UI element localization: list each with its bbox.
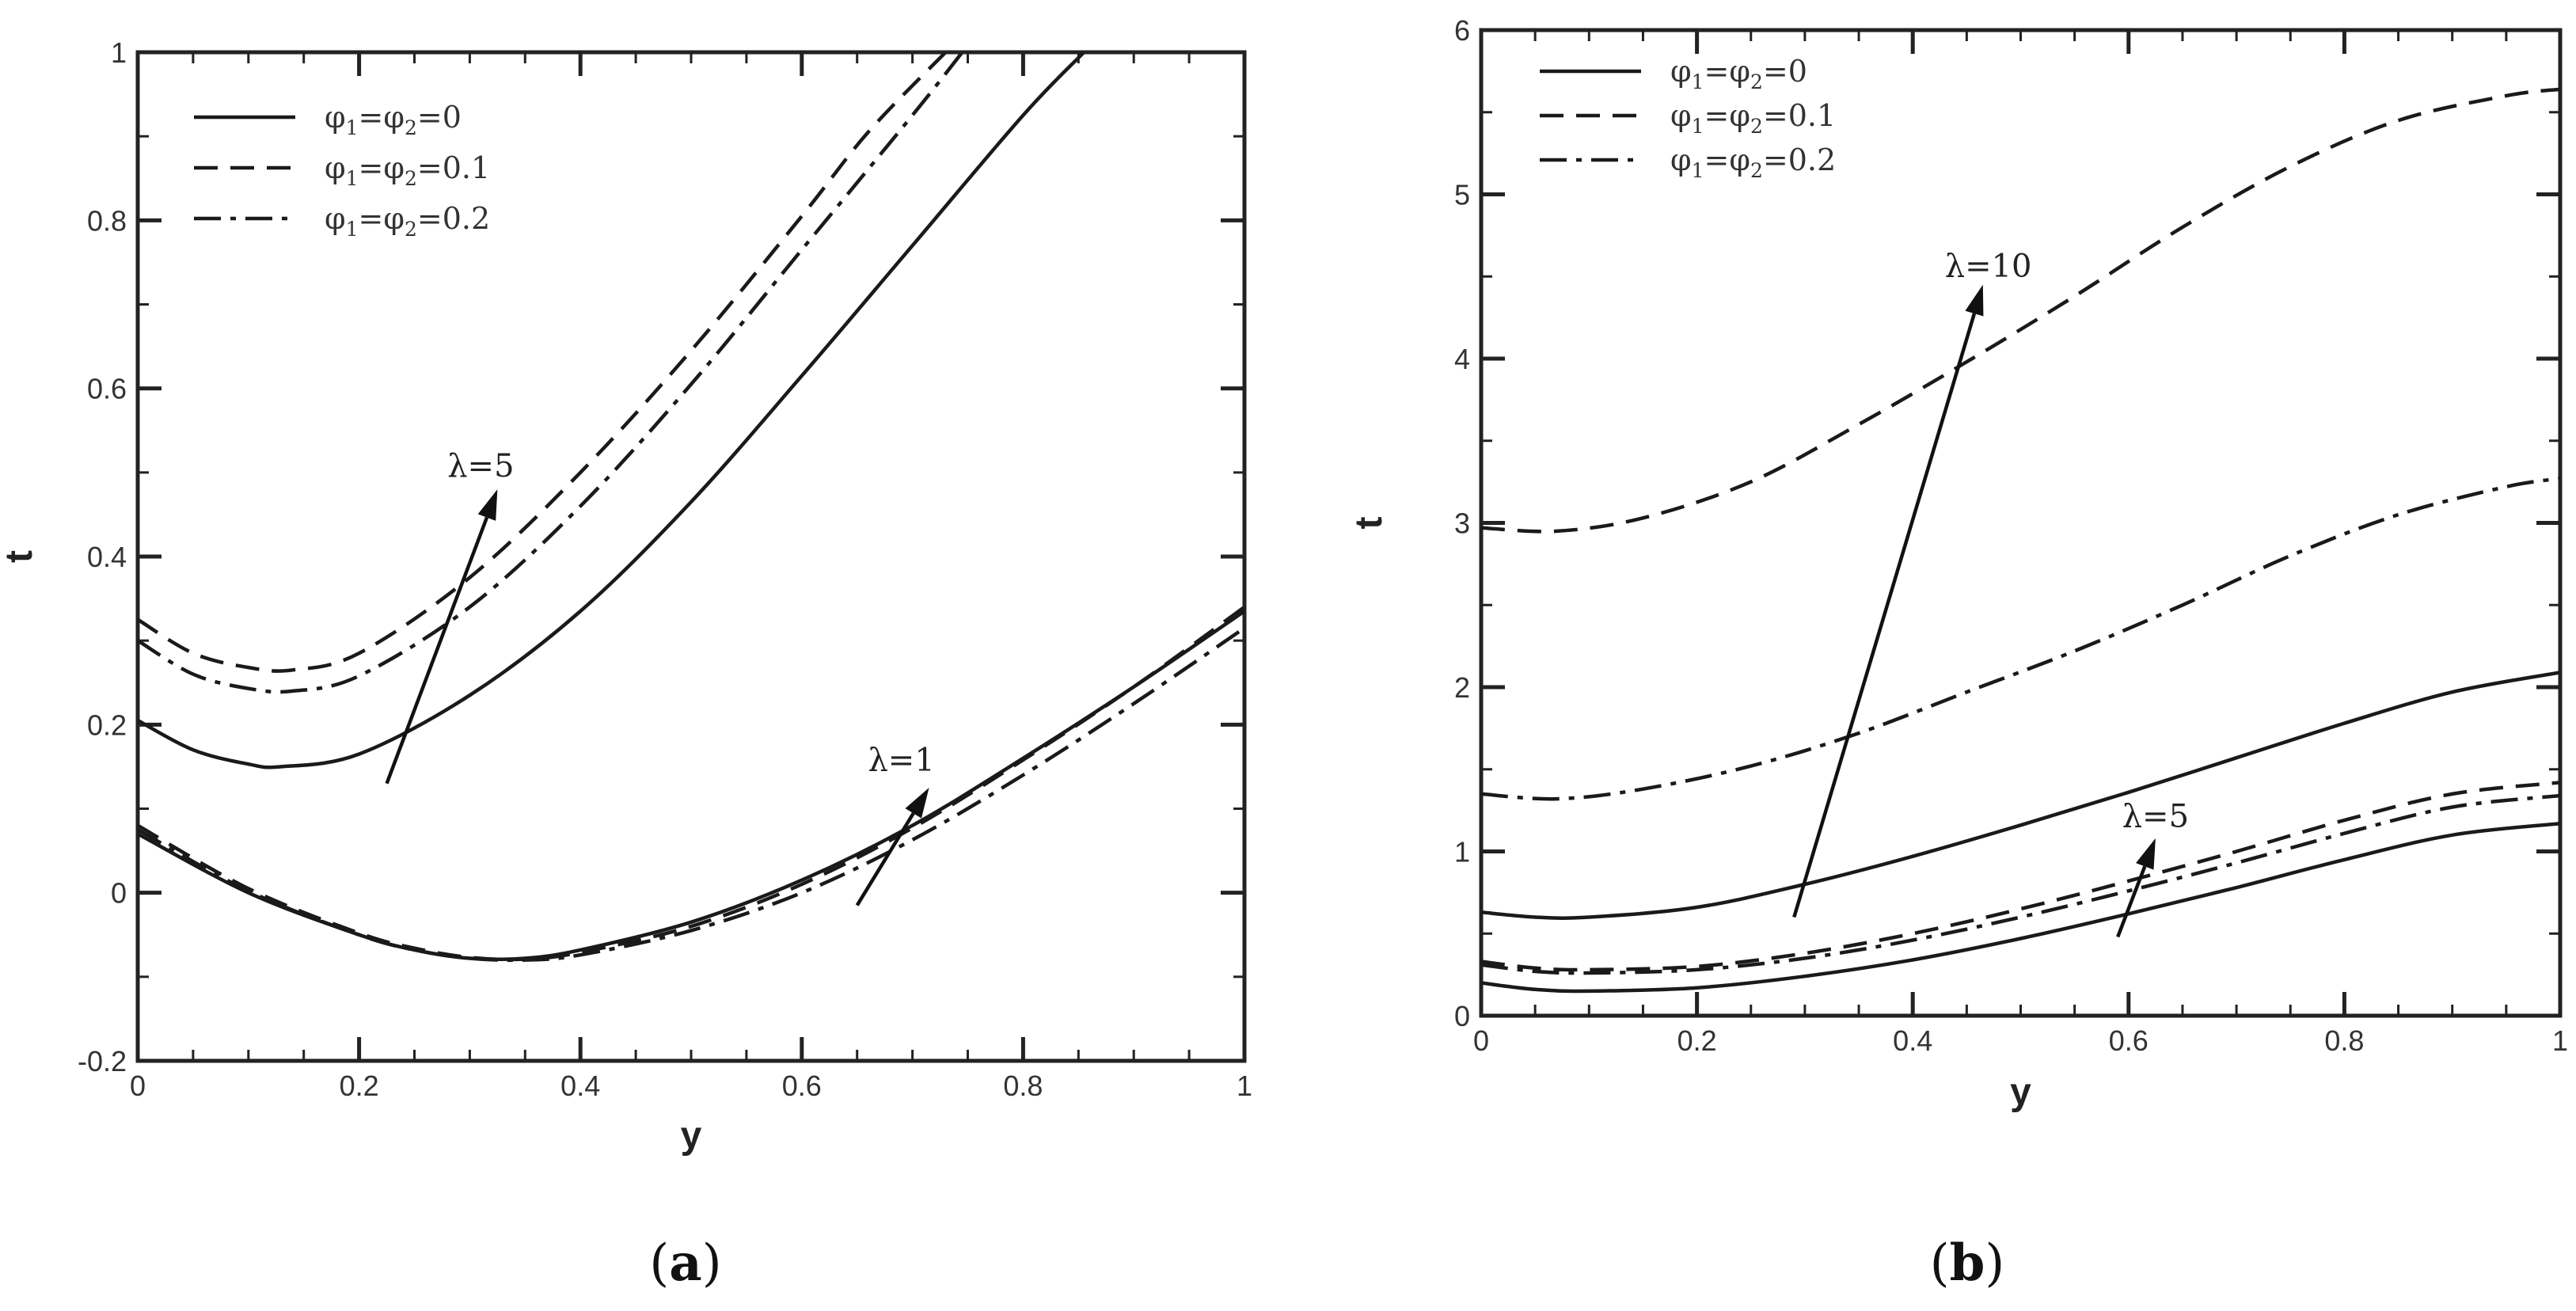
x-axis-title-b: y (2010, 1071, 2031, 1113)
y-tick-label-a: 0.2 (87, 709, 127, 741)
y-tick-label-a: -0.2 (78, 1045, 127, 1077)
x-tick-label-b: 1 (2552, 1024, 2568, 1057)
legend-label-b-2: φ1​=φ2​=0.2 (1670, 142, 1836, 182)
annotation-arrow-a-0 (385, 516, 489, 785)
y-tick-label-a: 1 (111, 36, 127, 69)
y-tick-label-a: 0 (111, 877, 127, 910)
y-tick-label-a: 0.8 (87, 204, 127, 237)
x-tick-label-a: 0.8 (1003, 1070, 1043, 1102)
annotation-arrow-a-1 (855, 812, 915, 906)
x-axis-title-a: y (681, 1115, 702, 1157)
annotation-label-a-0: λ=5 (447, 448, 514, 484)
annotation-label-b-1: λ=5 (2122, 798, 2189, 834)
y-tick-label-a: 0.6 (87, 373, 127, 405)
x-tick-label-b: 0.8 (2324, 1024, 2364, 1057)
series-line-a-3 (138, 610, 1244, 962)
series-line-b-0 (1481, 87, 2560, 534)
x-tick-label-a: 0.4 (560, 1070, 600, 1102)
legend-label-a-0: φ1​=φ2​=0 (325, 100, 462, 139)
plot-frame-a (135, 50, 1247, 1063)
y-tick-label-b: 4 (1454, 343, 1470, 375)
series-line-a-5 (138, 626, 1244, 963)
x-tick-label-b: 0.6 (2109, 1024, 2149, 1057)
x-tick-label-a: 0.6 (782, 1070, 822, 1102)
y-tick-label-b: 0 (1454, 1000, 1470, 1032)
series-line-b-5 (1481, 821, 2560, 994)
y-tick-label-b: 5 (1454, 179, 1470, 211)
legend-label-b-0: φ1​=φ2​=0 (1670, 54, 1807, 93)
y-tick-label-b: 6 (1454, 14, 1470, 47)
legend-label-a-1: φ1​=φ2​=0.1 (325, 150, 490, 190)
y-axis-title-a: t (0, 550, 40, 563)
x-tick-label-b: 0.4 (1893, 1024, 1932, 1057)
series-line-a-2 (138, 52, 964, 694)
x-tick-label-a: 0.2 (340, 1070, 379, 1102)
series-line-b-1 (1481, 477, 2560, 801)
annotation-arrowhead-a-0 (477, 489, 498, 521)
chart-a: 00.20.40.60.81-0.200.20.40.60.81ytφ1​=φ2… (0, 36, 1252, 1157)
annotation-arrowhead-a-1 (905, 787, 929, 819)
series-line-b-4 (1481, 793, 2560, 975)
y-tick-label-b: 3 (1454, 507, 1470, 540)
x-tick-label-a: 1 (1237, 1070, 1252, 1102)
x-tick-label-a: 0 (130, 1070, 146, 1102)
legend-label-b-1: φ1​=φ2​=0.1 (1670, 98, 1836, 138)
series-line-a-4 (138, 605, 1244, 962)
series-line-a-0 (138, 52, 1085, 770)
y-tick-label-a: 0.4 (87, 541, 127, 573)
panel-label-a: (a) (649, 1233, 721, 1293)
y-tick-label-b: 2 (1454, 671, 1470, 704)
y-axis-title-b: t (1348, 516, 1390, 529)
series-line-b-3 (1481, 781, 2560, 972)
legend-label-a-2: φ1​=φ2​=0.2 (325, 201, 490, 241)
annotation-label-b-0: λ=10 (1945, 248, 2032, 284)
x-tick-label-b: 0.2 (1677, 1024, 1717, 1057)
annotation-arrowhead-b-1 (2136, 838, 2156, 870)
series-line-a-1 (138, 52, 948, 673)
annotation-arrow-b-1 (2116, 865, 2147, 938)
annotation-arrowhead-b-0 (1965, 284, 1984, 317)
plot-frame-b (1479, 28, 2563, 1018)
annotation-label-a-1: λ=1 (868, 743, 934, 779)
panel-label-b: (b) (1930, 1233, 2005, 1293)
annotation-arrow-b-0 (1792, 313, 1977, 918)
x-tick-label-b: 0 (1473, 1024, 1489, 1057)
y-tick-label-b: 1 (1454, 836, 1470, 868)
chart-b: 0 0.2 0.4 0.6 0.8 1 0 1 2 3 4 5 6 y t φ1​=φ2​=0 φ1​=φ2​=… (1348, 14, 2568, 1113)
series-line-b-2 (1481, 671, 2560, 920)
